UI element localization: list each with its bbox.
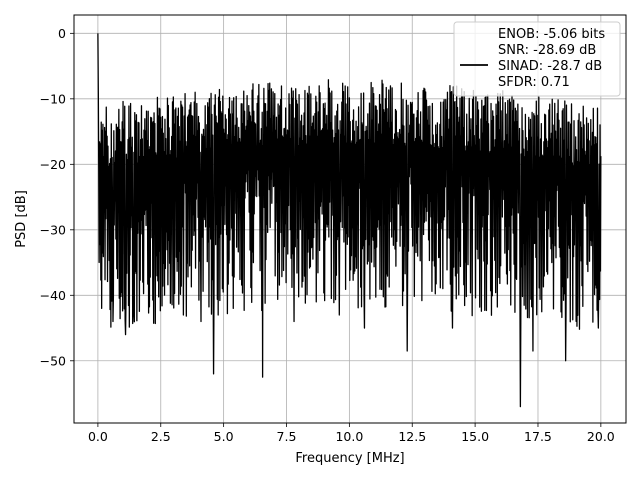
x-tick-label: 7.5 (277, 429, 297, 444)
legend-entry-enob: ENOB: -5.06 bits (498, 27, 605, 42)
x-tick-label: 10.0 (335, 429, 363, 444)
x-tick-label: 17.5 (524, 429, 552, 444)
y-tick-label: −20 (40, 157, 66, 172)
x-tick-label: 0.0 (88, 429, 108, 444)
psd-series-line (97, 33, 602, 408)
y-tick-label: −10 (40, 91, 66, 106)
legend-entry-sfdr: SFDR: 0.71 (498, 75, 570, 90)
y-axis-label: PSD [dB] (14, 190, 29, 248)
legend: ENOB: -5.06 bits SNR: -28.69 dB SINAD: -… (453, 21, 621, 97)
x-tick-label: 15.0 (461, 429, 489, 444)
x-axis-label: Frequency [MHz] (295, 451, 404, 466)
axes-frame (73, 14, 627, 424)
x-tick-label: 20.0 (587, 429, 615, 444)
x-tick-label: 12.5 (398, 429, 426, 444)
y-tick-label: −50 (40, 353, 66, 368)
y-tick-label: 0 (58, 26, 66, 41)
x-tick-label: 2.5 (151, 429, 171, 444)
series-layer (97, 33, 602, 408)
y-axis-ticks: 0 −10 −20 −30 −40 −50 (40, 26, 74, 368)
legend-entry-sinad: SINAD: -28.7 dB (498, 59, 602, 74)
x-axis-ticks: 0.0 2.5 5.0 7.5 10.0 12.5 15.0 17.5 20.0 (88, 423, 615, 444)
x-tick-label: 5.0 (214, 429, 234, 444)
legend-box (453, 21, 621, 97)
legend-entry-snr: SNR: -28.69 dB (498, 43, 596, 58)
y-tick-label: −30 (40, 222, 66, 237)
y-tick-label: −40 (40, 288, 66, 303)
